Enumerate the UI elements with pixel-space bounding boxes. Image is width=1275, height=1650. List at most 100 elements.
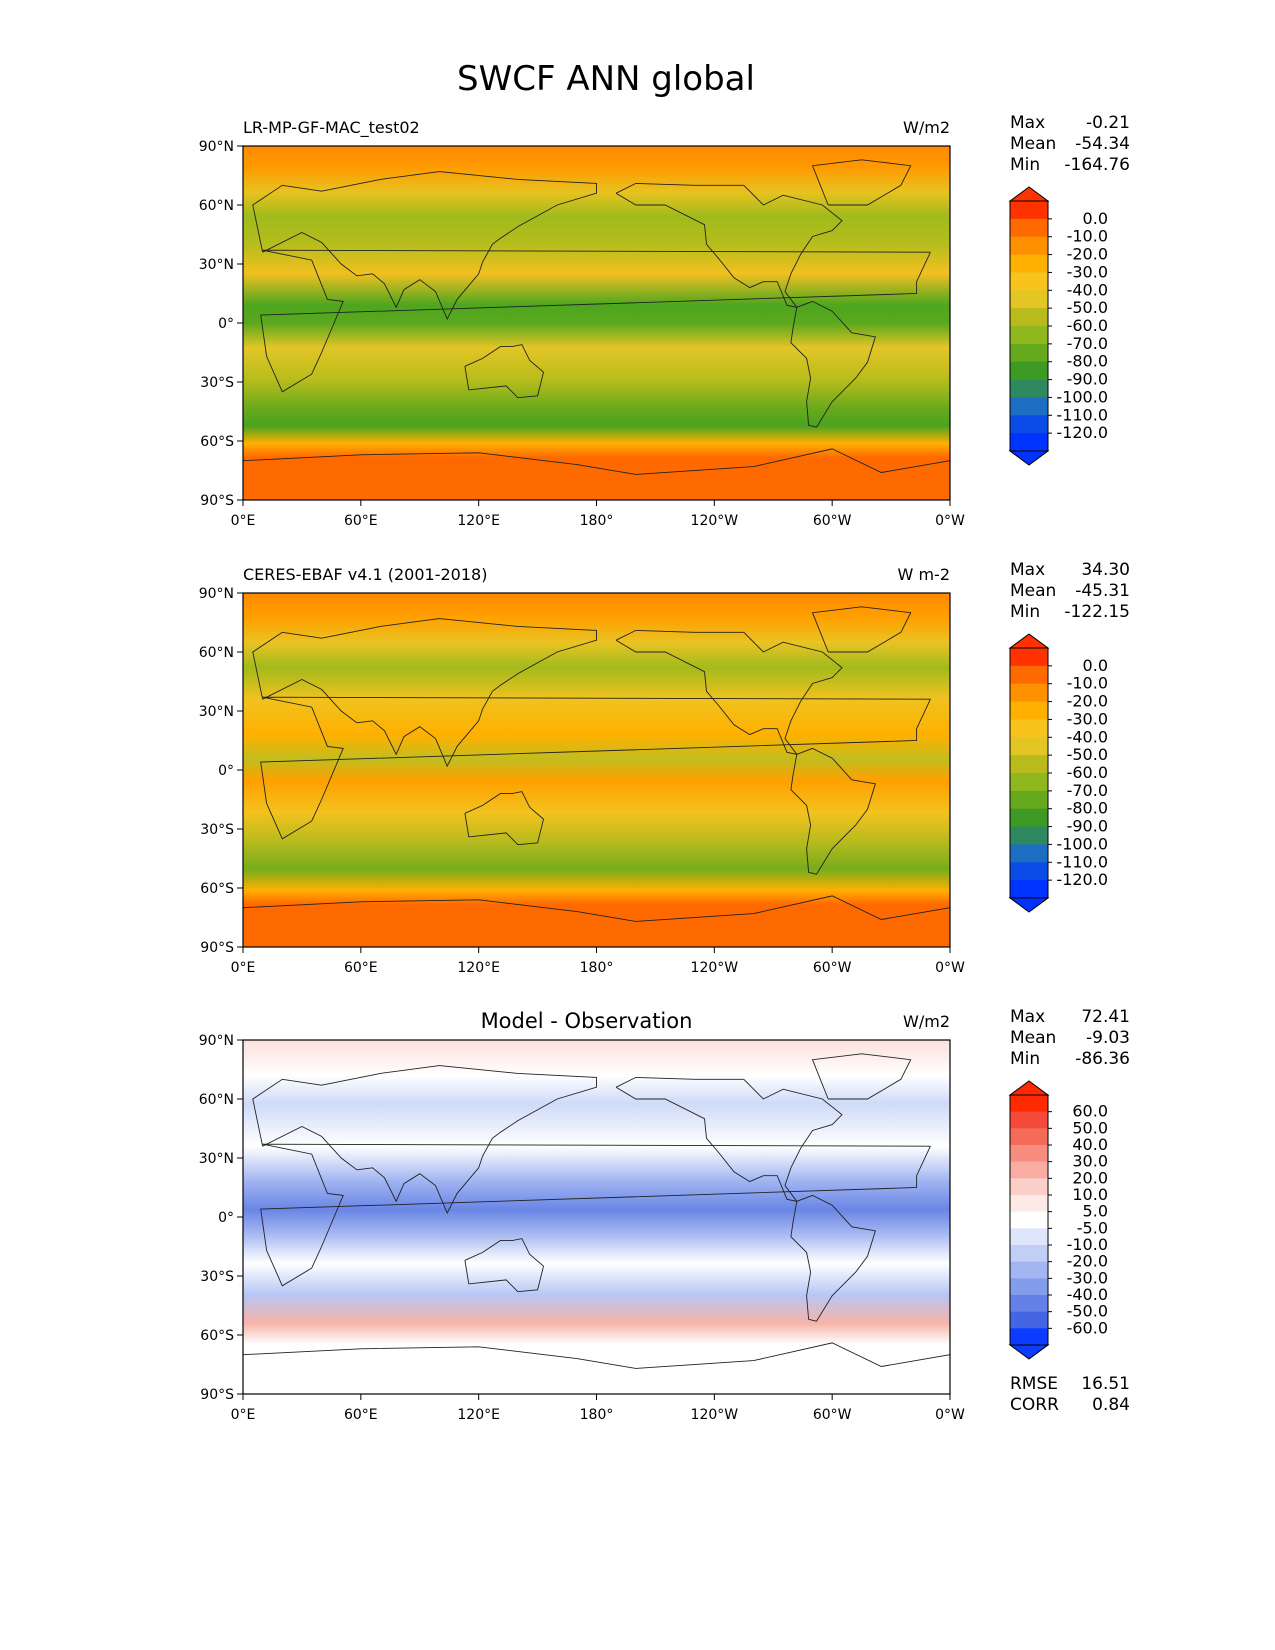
lat-tick-label: 90°N bbox=[199, 1033, 234, 1049]
lat-tick-label: 30°N bbox=[199, 1151, 234, 1167]
stat-label: Max bbox=[1010, 1007, 1045, 1027]
stats-block: Max 34.30 Mean -45.31 Min -122.15 bbox=[1010, 560, 1130, 622]
colorbar-tick-label: -100.0 bbox=[1056, 834, 1108, 853]
map-panel-3: 90°N 60°N 30°N 0° 30°S 60°S 90°S 0°E 60°E 120°E 18… bbox=[199, 1007, 1130, 1423]
colorbar-segment bbox=[1010, 701, 1048, 721]
colorbar-segment bbox=[1010, 683, 1048, 703]
colorbar-segment bbox=[1010, 773, 1048, 792]
lat-tick-label: 60°N bbox=[199, 198, 234, 214]
coastline bbox=[464, 344, 545, 399]
colorbar-segment bbox=[1010, 397, 1048, 416]
lon-tick-label: 120°E bbox=[457, 960, 500, 976]
lon-tick-label: 180° bbox=[580, 960, 614, 976]
lon-tick-label: 60°W bbox=[813, 960, 852, 976]
colorbar-segment bbox=[1010, 433, 1048, 452]
colorbar-segment bbox=[1010, 1261, 1048, 1279]
figure-title: SWCF ANN global bbox=[457, 59, 755, 99]
lat-tick-label: 30°S bbox=[200, 375, 234, 391]
stat-value: -0.21 bbox=[1086, 113, 1130, 133]
colorbar-tick-label: -120.0 bbox=[1056, 423, 1108, 442]
colorbar-tick-label: 20.0 bbox=[1072, 1168, 1108, 1187]
coastline bbox=[252, 1065, 597, 1215]
lon-tick-label: 60°W bbox=[813, 1407, 852, 1423]
colorbar-segment bbox=[1010, 254, 1048, 274]
colorbar-segment bbox=[1010, 648, 1048, 667]
colorbar-segment bbox=[1010, 1278, 1048, 1296]
lon-tick-label: 60°W bbox=[813, 513, 852, 529]
colorbar-segment bbox=[1010, 1195, 1048, 1213]
map-field bbox=[243, 1040, 950, 1394]
colorbar-tick-label: 10.0 bbox=[1072, 1185, 1108, 1204]
colorbar: 0.0-10.0-20.0-30.0-40.0-50.0-60.0-70.0-8… bbox=[1008, 633, 1108, 913]
coastline bbox=[790, 747, 876, 875]
colorbar-tick-label: -70.0 bbox=[1067, 781, 1108, 800]
colorbar-tick-label: -10.0 bbox=[1067, 674, 1108, 693]
lon-tick-label: 180° bbox=[580, 513, 614, 529]
panel-units: W/m2 bbox=[903, 1012, 950, 1031]
coastlines bbox=[242, 159, 951, 501]
panel-left-title: LR-MP-GF-MAC_test02 bbox=[243, 118, 420, 138]
lat-tick-label: 90°N bbox=[199, 139, 234, 155]
panel-units: W/m2 bbox=[903, 118, 950, 137]
lat-tick-label: 90°S bbox=[200, 1387, 234, 1403]
colorbar-segment bbox=[1010, 379, 1048, 399]
colorbar-tick-label: -60.0 bbox=[1067, 1318, 1108, 1337]
lon-tick-label: 0°E bbox=[231, 960, 256, 976]
colorbar-segment bbox=[1010, 719, 1048, 738]
coastline bbox=[260, 696, 931, 840]
stat-label: Mean bbox=[1010, 1028, 1056, 1048]
colorbar: 60.050.040.030.020.010.05.0-5.0-10.0-20.… bbox=[1008, 1080, 1108, 1360]
coastline bbox=[252, 171, 597, 321]
lon-tick-label: 120°W bbox=[691, 1407, 739, 1423]
colorbar-tick-label: -40.0 bbox=[1067, 1285, 1108, 1304]
colorbar-segment bbox=[1010, 343, 1048, 363]
lat-tick-label: 30°N bbox=[199, 257, 234, 273]
colorbar-segment bbox=[1010, 665, 1048, 685]
lon-tick-label: 0°W bbox=[935, 960, 965, 976]
colorbar-segment bbox=[1010, 1311, 1048, 1329]
colorbar-tick-label: -40.0 bbox=[1067, 280, 1108, 299]
colorbar-extend-min bbox=[1008, 1344, 1050, 1360]
colorbar-segment bbox=[1010, 1211, 1048, 1229]
panel-center-title: Model - Observation bbox=[481, 1009, 693, 1033]
colorbar-tick-label: 0.0 bbox=[1083, 656, 1108, 675]
colorbar-tick-label: -60.0 bbox=[1067, 763, 1108, 782]
coastline bbox=[260, 249, 931, 393]
panel-left-title: CERES-EBAF v4.1 (2001-2018) bbox=[243, 565, 487, 584]
coastline bbox=[464, 1238, 545, 1293]
colorbar-extend-max bbox=[1008, 186, 1050, 202]
colorbar-tick-label: -90.0 bbox=[1067, 370, 1108, 389]
stat-label: Mean bbox=[1010, 581, 1056, 601]
panel-units: W m-2 bbox=[898, 565, 950, 584]
stat-value: -54.34 bbox=[1075, 134, 1130, 154]
colorbar-tick-label: -90.0 bbox=[1067, 817, 1108, 836]
lat-tick-label: 30°N bbox=[199, 704, 234, 720]
colorbar-segment bbox=[1010, 326, 1048, 345]
lat-tick-label: 90°N bbox=[199, 586, 234, 602]
colorbar-tick-label: 50.0 bbox=[1072, 1118, 1108, 1137]
colorbar-tick-label: -10.0 bbox=[1067, 1235, 1108, 1254]
lon-tick-label: 120°W bbox=[691, 513, 739, 529]
stat-value: 72.41 bbox=[1081, 1007, 1130, 1027]
coastlines bbox=[242, 606, 951, 948]
colorbar-tick-label: -20.0 bbox=[1067, 245, 1108, 264]
colorbar-frame bbox=[1009, 1094, 1049, 1346]
colorbar-segment bbox=[1010, 415, 1048, 434]
colorbar-tick-label: -50.0 bbox=[1067, 1302, 1108, 1321]
map-panel-1: 90°N 60°N 30°N 0° 30°S 60°S 90°S 0°E 60°E 120°E 18… bbox=[199, 113, 1130, 529]
coastline bbox=[811, 159, 912, 206]
extra-stat-label: RMSE bbox=[1010, 1374, 1058, 1394]
stat-value: 34.30 bbox=[1081, 560, 1130, 580]
coastline bbox=[811, 606, 912, 653]
lon-tick-label: 120°E bbox=[457, 513, 500, 529]
colorbar-segment bbox=[1010, 361, 1048, 381]
colorbar-segment bbox=[1010, 1145, 1048, 1163]
colorbar-tick-label: -70.0 bbox=[1067, 334, 1108, 353]
stat-label: Min bbox=[1010, 1049, 1040, 1069]
lat-tick-label: 30°S bbox=[200, 1269, 234, 1285]
colorbar-tick-label: -30.0 bbox=[1067, 262, 1108, 281]
colorbar-segment bbox=[1010, 826, 1048, 846]
lat-tick-label: 60°N bbox=[199, 1092, 234, 1108]
extra-stat-value: 16.51 bbox=[1081, 1374, 1130, 1394]
lat-tick-label: 30°S bbox=[200, 822, 234, 838]
